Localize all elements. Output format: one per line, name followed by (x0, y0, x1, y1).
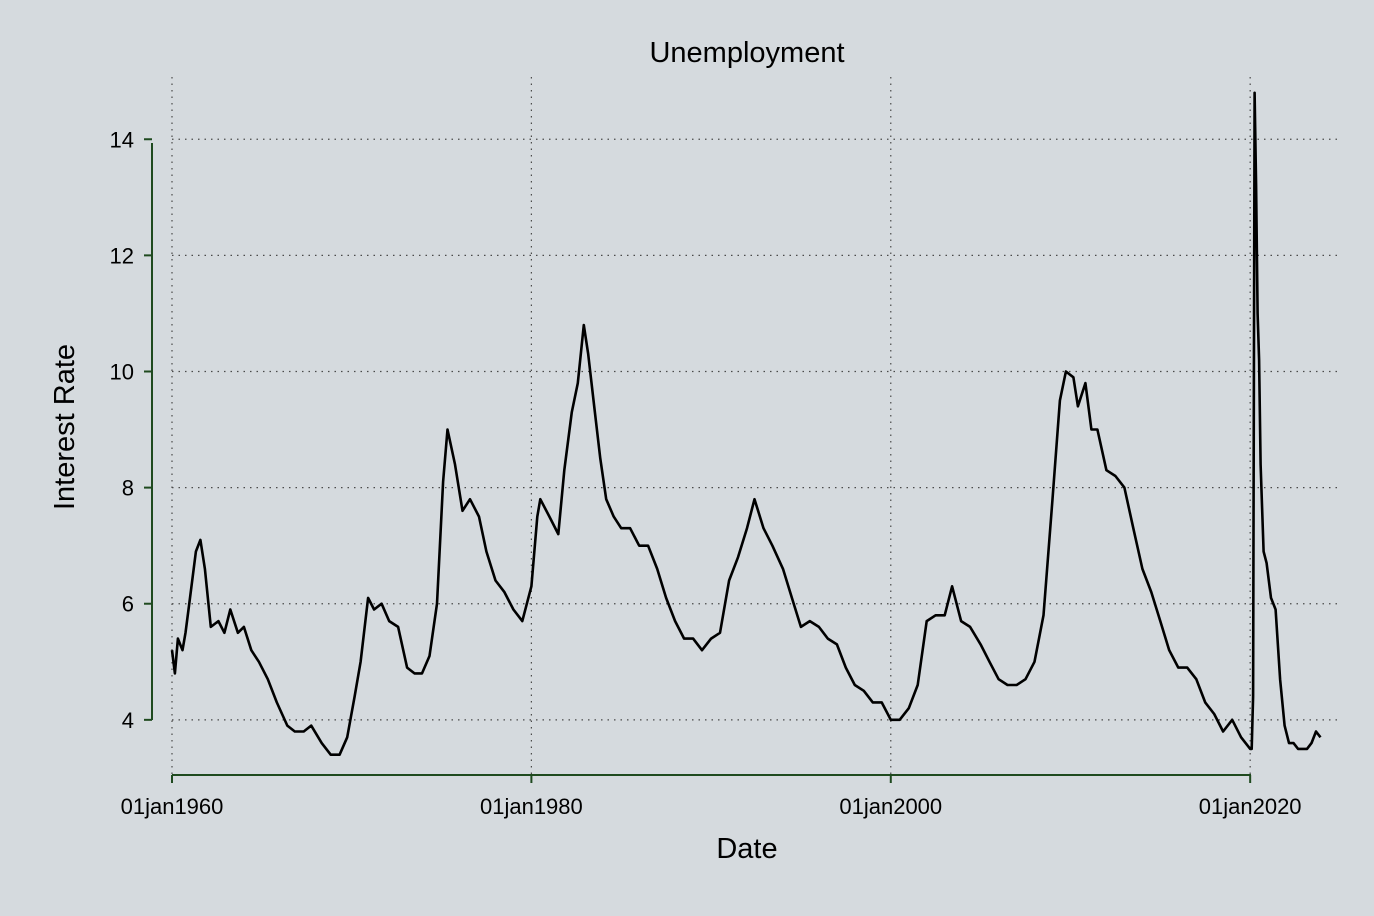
x-axis-label: Date (716, 833, 777, 865)
y-tick-label: 8 (122, 476, 134, 501)
unemployment-series-line (170, 91, 1322, 756)
gridlines (171, 77, 1342, 775)
y-axis-label: Interest Rate (49, 344, 81, 510)
y-tick-label: 6 (122, 592, 134, 617)
y-tick-label: 12 (110, 243, 134, 268)
chart-title: Unemployment (649, 37, 844, 69)
x-tick-label: 01jan1960 (121, 794, 224, 819)
y-tick-label: 4 (122, 708, 134, 733)
x-tick-label: 01jan2020 (1199, 794, 1302, 819)
x-tick-label: 01jan1980 (480, 794, 583, 819)
y-axis-ticks: 4 6 8 10 12 14 (110, 127, 152, 733)
y-tick-label: 10 (110, 359, 134, 384)
x-axis-ticks: 01jan1960 01jan1980 01jan2000 01jan2020 (121, 775, 1302, 819)
x-tick-label: 01jan2000 (839, 794, 942, 819)
y-tick-label: 14 (110, 127, 134, 152)
